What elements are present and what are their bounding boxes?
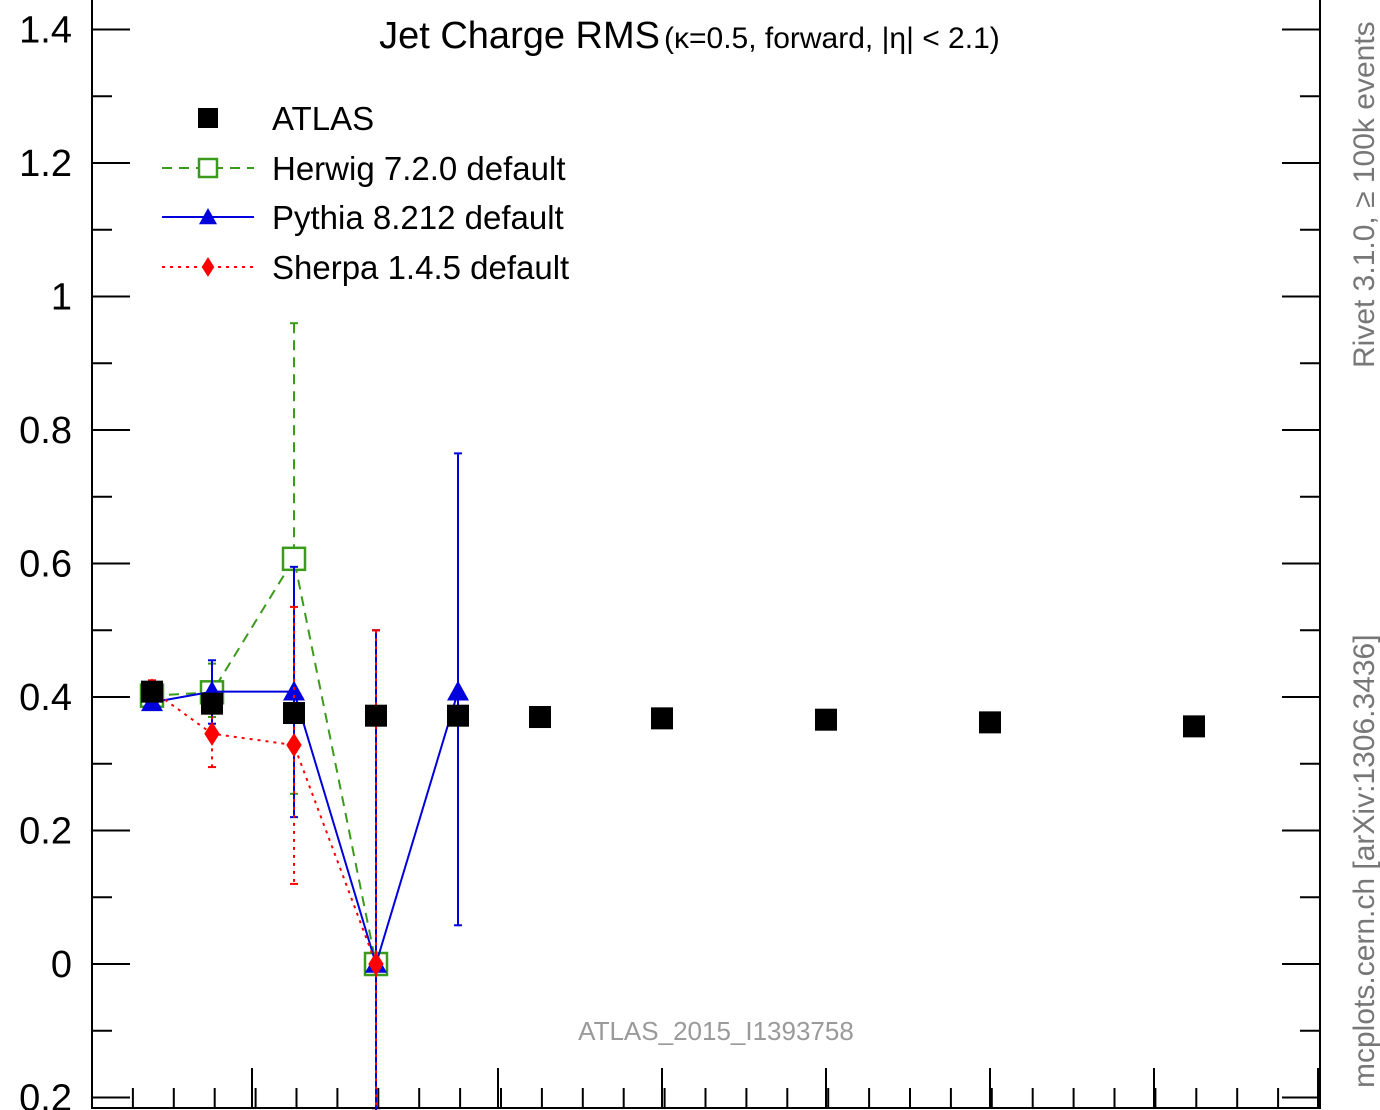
data-point bbox=[201, 692, 223, 715]
analysis-watermark: ATLAS_2015_I1393758 bbox=[578, 1016, 854, 1046]
legend-entry: Sherpa 1.4.5 default bbox=[162, 249, 569, 286]
data-point bbox=[447, 704, 469, 727]
data-point bbox=[368, 951, 384, 977]
side-label-top: Rivet 3.1.0, ≥ 100k events bbox=[1348, 21, 1380, 368]
series-line bbox=[151, 556, 377, 965]
data-point bbox=[286, 732, 302, 758]
legend: ATLAS Herwig 7.2.0 default Pythia 8.212 de… bbox=[162, 100, 569, 286]
chart-title: Jet Charge RMS bbox=[379, 15, 660, 57]
data-point bbox=[283, 702, 305, 725]
legend-label: Sherpa 1.4.5 default bbox=[272, 249, 569, 286]
y-tick-label: 0.2 bbox=[19, 1078, 72, 1110]
legend-label: ATLAS bbox=[272, 100, 374, 137]
y-tick-label: 0.8 bbox=[19, 410, 72, 452]
series-line bbox=[151, 689, 377, 965]
series-layer bbox=[139, 322, 1205, 1110]
data-point bbox=[365, 704, 387, 727]
data-point bbox=[197, 157, 219, 179]
axes: 1.4 1.2 1 0.8 0.6 0.4 0.2 0 0.2 bbox=[19, 10, 1320, 1110]
data-point bbox=[1183, 715, 1205, 738]
legend-label: Herwig 7.2.0 default bbox=[272, 150, 566, 187]
data-point bbox=[529, 706, 551, 729]
y-tick-label: 0.2 bbox=[19, 811, 72, 853]
legend-entry: ATLAS bbox=[198, 100, 374, 137]
side-label-bottom: mcplots.cern.ch [arXiv:1306.3436] bbox=[1348, 634, 1380, 1088]
y-tick-label: 1.2 bbox=[19, 143, 72, 185]
data-point bbox=[283, 680, 305, 701]
legend-entry: Pythia 8.212 default bbox=[162, 199, 564, 236]
y-tick-label: 1 bbox=[51, 277, 72, 319]
chart-title-suffix: (κ=0.5, forward, |η| < 2.1) bbox=[664, 22, 1000, 55]
y-tick-label: 0.6 bbox=[19, 544, 72, 586]
y-tick-label: 0 bbox=[51, 944, 72, 986]
data-point bbox=[201, 257, 215, 277]
series-line bbox=[151, 690, 459, 968]
series-atlas bbox=[141, 680, 1205, 738]
data-point bbox=[815, 708, 837, 731]
y-tick-label: 1.4 bbox=[19, 10, 72, 52]
data-point bbox=[447, 680, 469, 701]
y-tick-label: 0.4 bbox=[19, 677, 72, 719]
data-point bbox=[199, 208, 217, 225]
data-point bbox=[204, 721, 220, 746]
legend-entry: Herwig 7.2.0 default bbox=[162, 150, 566, 187]
series-herwig-7-2-0-default bbox=[139, 322, 389, 1110]
data-point bbox=[141, 680, 163, 703]
data-point bbox=[651, 707, 673, 730]
data-point bbox=[198, 108, 218, 128]
series-sherpa-1-4-5-default bbox=[144, 605, 384, 1110]
data-point bbox=[979, 711, 1001, 734]
legend-label: Pythia 8.212 default bbox=[272, 199, 564, 236]
